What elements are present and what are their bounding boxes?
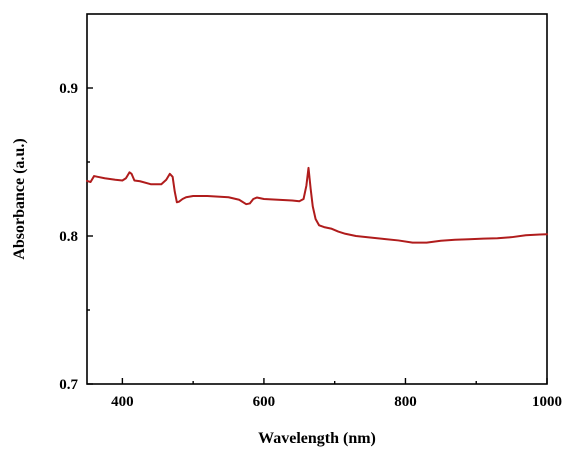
y-axis-title: Absorbance (a.u.): [11, 138, 28, 259]
x-tick-label: 400: [111, 394, 134, 410]
plot-frame: [86, 13, 548, 385]
axis-ticks: [87, 87, 548, 385]
y-tick-label: 0.7: [59, 377, 78, 393]
y-tick-label: 0.8: [59, 229, 78, 245]
y-tick-label: 0.9: [59, 81, 78, 97]
x-tick-label: 800: [394, 394, 417, 410]
x-tick-label: 600: [253, 394, 276, 410]
x-axis-title: Wavelength (nm): [258, 430, 376, 447]
tick-labels: 400 600 800 1000 0.7 0.8 0.9: [59, 81, 562, 410]
absorbance-series-line: [86, 166, 548, 244]
x-tick-label: 1000: [532, 394, 562, 410]
